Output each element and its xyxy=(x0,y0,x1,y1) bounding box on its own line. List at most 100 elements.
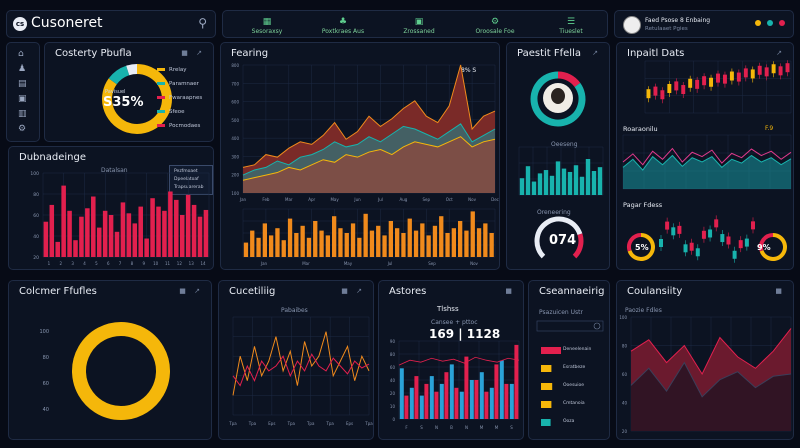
candle xyxy=(732,250,737,259)
panel-product-profile: Paestit Ffella ↗ Oeeseng Oreneering 074 xyxy=(506,42,610,270)
right-donut-value: 9% xyxy=(757,243,771,252)
bar xyxy=(509,383,514,419)
candle xyxy=(716,73,720,83)
header-profile: Faed Psose 8 Enbaing Retulaaet Pgies xyxy=(614,10,794,38)
panel-menu-icon[interactable]: ↗ xyxy=(776,49,785,57)
bar xyxy=(537,173,543,195)
image-icon[interactable]: ▣ xyxy=(18,94,27,104)
ring-slice xyxy=(72,322,170,420)
bar xyxy=(479,372,484,419)
settings-icon[interactable] xyxy=(779,20,785,26)
gauge-fill xyxy=(534,216,583,259)
x-tick: Sep xyxy=(422,197,430,202)
panel-menu-icon[interactable]: ■ ↗ xyxy=(179,287,203,295)
area-series-line xyxy=(242,123,496,176)
grid-icon: ▦ xyxy=(262,17,272,27)
y-tick: 40 xyxy=(33,234,39,240)
x-tick: Jan xyxy=(260,261,268,266)
x-tick: Jul xyxy=(377,197,383,202)
legend-item: Fwaraapnes xyxy=(157,95,202,101)
bar xyxy=(504,383,509,419)
legend-label: Pezfmoaet xyxy=(174,169,198,174)
x-tick: 8 xyxy=(131,261,134,266)
legend-label: Fwaraapnes xyxy=(169,95,203,101)
candle xyxy=(674,81,679,91)
candle xyxy=(738,240,743,249)
x-tick: Sep xyxy=(428,261,436,266)
bar xyxy=(203,209,209,257)
x-tick: Tpa xyxy=(306,421,315,426)
bar xyxy=(464,230,469,257)
gauge-left xyxy=(627,233,642,252)
candle xyxy=(764,67,769,77)
panel-menu-icon[interactable]: ↗ xyxy=(592,49,601,57)
panel-menu-icon[interactable]: ■ xyxy=(505,287,515,295)
product-charts xyxy=(518,71,604,259)
y-tick: 20 xyxy=(390,391,396,396)
candle xyxy=(722,74,727,84)
gear-icon: ⚙ xyxy=(490,17,500,27)
x-tick: 9 xyxy=(143,261,146,266)
y-tick: 100 xyxy=(619,315,627,320)
panel-menu-icon[interactable]: ■ ↗ xyxy=(181,49,205,57)
y-tick: 20 xyxy=(622,429,628,434)
nav-item[interactable]: ☰ Tiueslet xyxy=(541,17,601,35)
legend-label: Sfeoe xyxy=(169,109,185,115)
bar xyxy=(319,230,324,257)
search-icon[interactable]: ⚲ xyxy=(198,16,207,30)
bar xyxy=(306,237,312,257)
bar xyxy=(281,240,286,257)
users-icon[interactable]: ♟ xyxy=(18,64,27,74)
bar xyxy=(489,387,494,419)
area-series-line xyxy=(630,328,792,376)
panel-title: Colcmer Ffufles xyxy=(19,286,97,297)
bar xyxy=(275,228,280,257)
bar xyxy=(287,218,293,257)
mid-label: Roaraonilu xyxy=(623,125,658,133)
x-tick: F xyxy=(405,425,408,430)
x-tick: Apr xyxy=(308,197,315,202)
x-tick: Tpa xyxy=(364,421,373,426)
donut-slice xyxy=(102,64,172,134)
x-tick: S xyxy=(420,425,423,430)
bar xyxy=(459,391,464,419)
legend-swatch xyxy=(157,68,165,71)
bar xyxy=(114,231,120,257)
candle xyxy=(736,72,741,82)
nav-item[interactable]: ⚙ Oroosale Foe xyxy=(465,17,525,35)
insight-charts xyxy=(622,60,792,263)
y-tick: 100 xyxy=(39,329,49,335)
y-tick: 100 xyxy=(30,171,39,177)
legend-bars xyxy=(536,320,604,426)
bar xyxy=(262,223,267,257)
chart-annotation: 8% S xyxy=(461,67,477,74)
nav-item[interactable]: ♣ Poxtkraes Aus xyxy=(313,17,373,35)
nav-item[interactable]: ▦ Sesoraxsy xyxy=(237,17,297,35)
donut-small-label: Pavisuel xyxy=(105,89,126,95)
document-icon[interactable]: ▥ xyxy=(18,109,27,119)
nav-item[interactable]: ▣ Zrossaned xyxy=(389,17,449,35)
profile-subtitle: Retulaaet Pgies xyxy=(645,26,688,32)
bar xyxy=(531,181,537,195)
bar xyxy=(543,170,549,195)
panel-menu-icon[interactable]: ■ xyxy=(775,287,785,295)
header-nav: ▦ Sesoraxsy ♣ Poxtkraes Aus ▣ Zrossaned ⚙ Oroos… xyxy=(222,10,608,38)
x-tick: 1 xyxy=(48,261,51,266)
panel-menu-icon[interactable]: ■ ↗ xyxy=(341,287,365,295)
home-icon[interactable]: ⌂ xyxy=(18,49,24,59)
candle xyxy=(743,68,748,78)
profile-name: Faed Psose 8 Enbaing xyxy=(645,17,711,24)
bell-icon[interactable] xyxy=(755,20,761,26)
bar xyxy=(484,391,489,419)
chart-icon[interactable]: ▤ xyxy=(18,79,27,89)
bottom-label: Pagar Fdess xyxy=(623,201,663,209)
settings-icon[interactable]: ⚙ xyxy=(18,124,27,134)
logo-badge: cs xyxy=(13,17,27,31)
notification-icon[interactable] xyxy=(767,20,773,26)
avatar[interactable] xyxy=(623,16,641,34)
panel-insight-data: Inpaitl Dats ↗ Roaraonilu F.9 Pagar Fdes… xyxy=(616,42,794,270)
x-tick: Aug xyxy=(399,197,407,202)
candle xyxy=(677,225,682,234)
x-tick: 3 xyxy=(71,261,74,266)
